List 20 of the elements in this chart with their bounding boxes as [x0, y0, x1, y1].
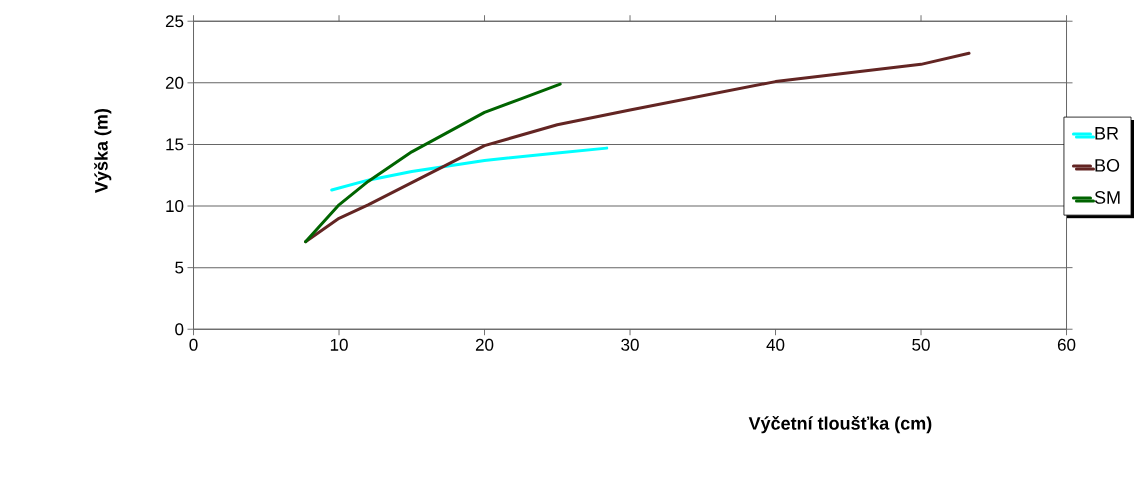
legend-label: BR: [1095, 127, 1119, 140]
legend-label: SM: [1094, 191, 1120, 204]
y-tick-label: 15: [166, 138, 184, 151]
line-series: [304, 82, 562, 244]
x-tick-label: 40: [766, 338, 785, 351]
x-tick-label: 0: [189, 338, 198, 351]
y-axis-title: Výška (m): [94, 108, 112, 193]
x-tick-label: 20: [475, 338, 494, 351]
y-tick-label: 5: [175, 261, 184, 274]
y-tick-label: 10: [166, 200, 184, 213]
x-tick-label: 50: [912, 338, 930, 351]
y-tick-label: 20: [165, 76, 184, 89]
x-axis-title: Výčetní tloušťka (cm): [748, 416, 932, 434]
legend-label: BO: [1095, 158, 1120, 172]
y-tick-label: 0: [175, 323, 184, 336]
x-tick-label: 10: [330, 338, 348, 351]
line-series: [330, 146, 609, 192]
x-tick-label: 30: [621, 338, 639, 351]
y-tick-label: 25: [165, 15, 184, 28]
x-tick-label: 60: [1057, 338, 1076, 351]
